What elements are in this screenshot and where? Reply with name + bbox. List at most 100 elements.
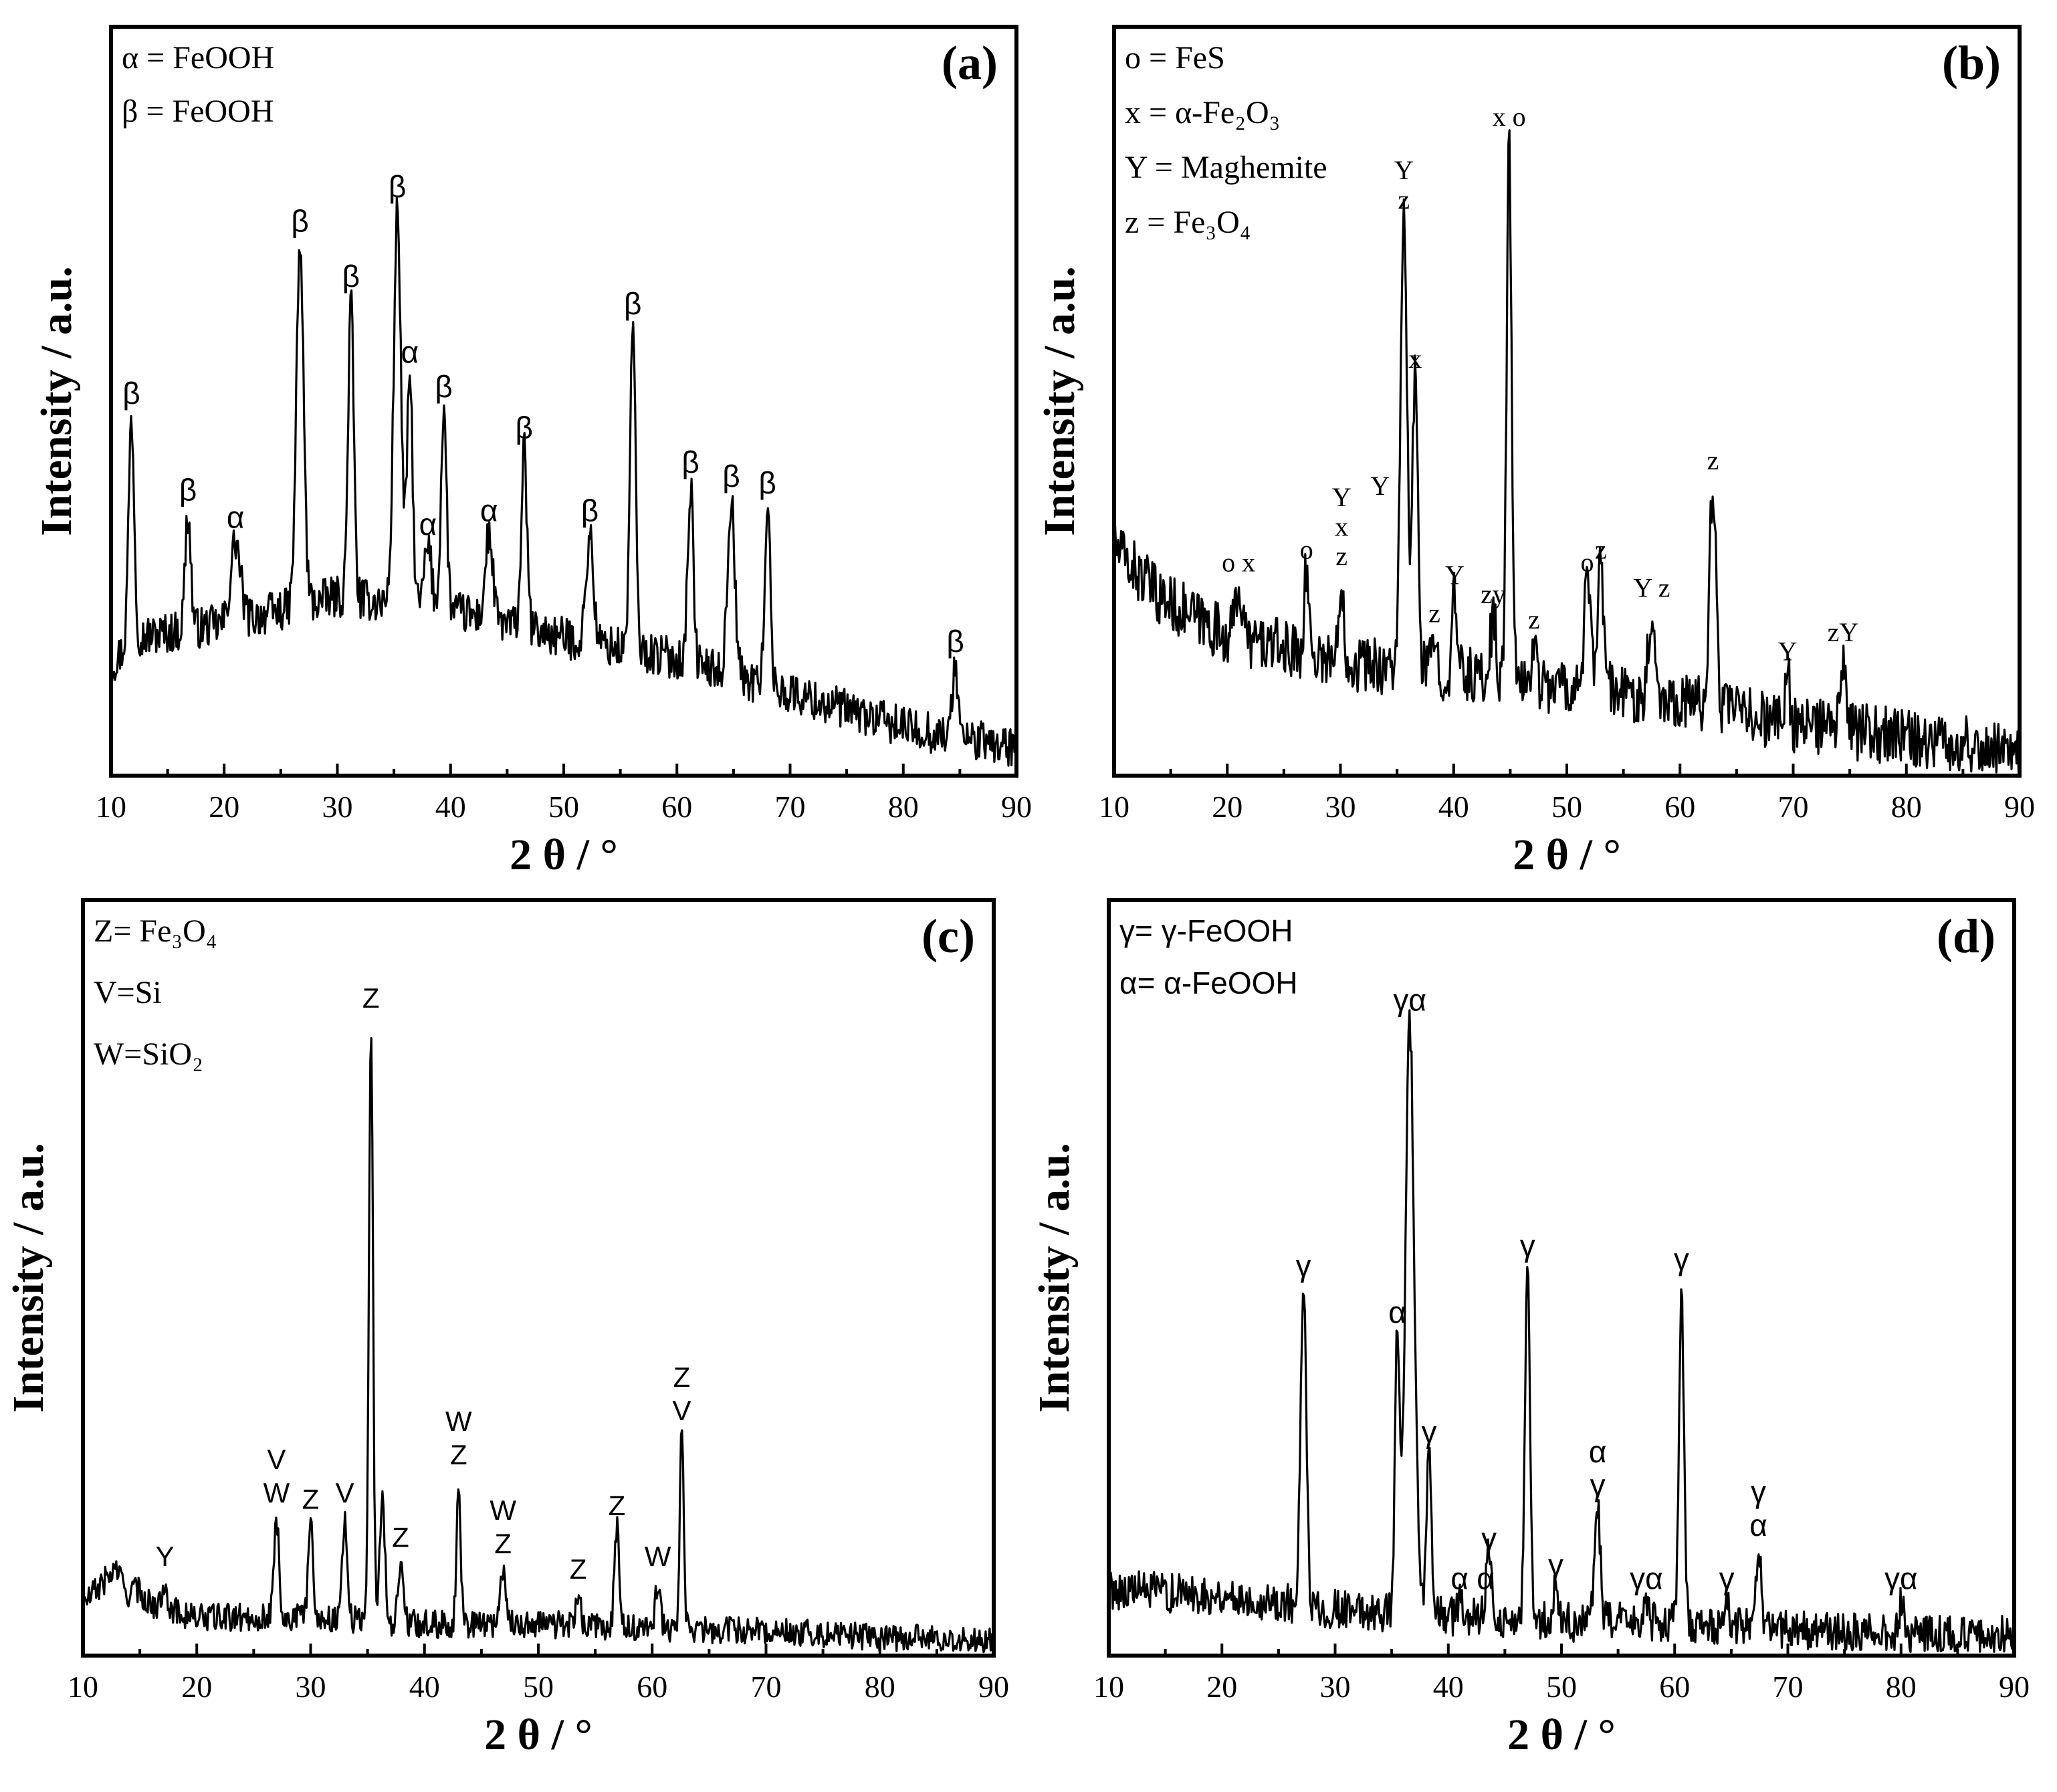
peak-label: zy (1481, 579, 1506, 609)
peak-label: Z (302, 1484, 320, 1515)
legend-entry: x = α-Fe₂O₃ (1125, 95, 1280, 130)
y-axis-label: Intensity / a.u. (1030, 1143, 1079, 1412)
legend-entry: α = FeOOH (122, 40, 274, 76)
peak-label: x (1335, 512, 1348, 542)
peak-label: Z (450, 1439, 467, 1470)
y-axis-label: Intensity / a.u. (1035, 266, 1084, 536)
x-tick-label: 80 (1886, 1670, 1917, 1704)
x-tick-label: 60 (1659, 1670, 1690, 1704)
peak-label: γ (1674, 1242, 1689, 1276)
peak-label: γ (1548, 1548, 1563, 1583)
peak-label: z (1398, 185, 1410, 215)
x-tick-label: 50 (548, 790, 579, 824)
x-tick-label: 50 (1546, 1670, 1577, 1704)
peak-label: Z (570, 1553, 587, 1585)
x-tick-label: 60 (1664, 790, 1695, 824)
x-tick-label: 30 (322, 790, 353, 824)
x-tick-label: 70 (751, 1670, 782, 1704)
peak-label: Z (392, 1522, 409, 1553)
legend-entry: Y = Maghemite (1125, 150, 1327, 185)
peak-label: z (1707, 445, 1719, 475)
x-tick-label: 30 (296, 1670, 326, 1704)
panel-letter: (a) (942, 36, 998, 90)
x-tick-label: 60 (637, 1670, 667, 1704)
peak-label: γα (1884, 1561, 1918, 1595)
peak-label: γ (1751, 1474, 1766, 1509)
peak-label: o (1580, 547, 1594, 577)
peak-label: β (389, 169, 406, 204)
peak-label: α (401, 334, 419, 369)
peak-label: V (336, 1477, 354, 1508)
x-tick-label: 40 (1438, 790, 1469, 824)
legend-entry: o = FeS (1125, 40, 1225, 76)
peak-label: α (1388, 1295, 1406, 1330)
x-tick-label: 50 (523, 1670, 554, 1704)
peak-label: x o (1493, 102, 1526, 132)
legend-entry: β = FeOOH (122, 94, 274, 129)
x-tick-label: 30 (1320, 1670, 1351, 1704)
peak-label: γα (1393, 982, 1426, 1017)
x-tick-label: 80 (888, 790, 919, 824)
peak-label: β (758, 465, 776, 500)
peak-label: β (624, 286, 641, 321)
x-tick-label: 70 (1773, 1670, 1804, 1704)
peak-label: α (1749, 1508, 1767, 1543)
x-tick-label: 90 (2004, 790, 2035, 824)
x-tick-label: 70 (775, 790, 806, 824)
panel-c: 10 20 30 40 50 60 70 80 90 2 θ / ° Intensity / a.u… (4, 898, 1009, 1759)
peak-label: Y (1332, 482, 1351, 512)
peak-label: β (681, 445, 699, 479)
legend-entry: α= α-FeOOH (1119, 966, 1298, 1000)
peak-label: Z (609, 1490, 626, 1521)
peak-label: γ (1719, 1561, 1735, 1595)
peak-label: α (419, 507, 437, 542)
x-tick-label: 70 (1778, 790, 1809, 824)
x-tick-label: 90 (978, 1670, 1009, 1704)
x-tick-label: 80 (865, 1670, 895, 1704)
peak-label: z (1335, 541, 1347, 571)
peak-label: γ (1590, 1468, 1606, 1502)
peak-label: β (342, 259, 360, 294)
panel-a: 10 20 30 40 50 60 70 80 90 2 θ / ° Intensity / a.u… (32, 25, 1032, 879)
peak-label: α (227, 500, 245, 535)
peak-label: γ (1421, 1415, 1436, 1450)
peak-label: z (1428, 598, 1440, 629)
peak-label: β (122, 376, 140, 411)
x-tick-label: 10 (96, 790, 126, 824)
x-tick-label: 10 (1099, 790, 1129, 824)
panel-b: 10 20 30 40 50 60 70 80 90 2 θ / ° Intensity / a.u… (1035, 25, 2035, 879)
legend-entry: z = Fe₃O₄ (1125, 205, 1251, 240)
panel-letter: (d) (1937, 909, 1995, 963)
x-tick-label: 20 (209, 790, 239, 824)
peak-label: β (516, 411, 533, 445)
peak-label: Z (673, 1361, 691, 1393)
peak-label: zY (1828, 617, 1859, 647)
xrd-trace-b (1113, 129, 2021, 774)
peak-label: Y (1445, 560, 1465, 590)
x-tick-label: 20 (181, 1670, 212, 1704)
peak-label: α (480, 493, 498, 528)
legend-entry: V=Si (94, 975, 162, 1010)
peak-label: V (673, 1395, 691, 1426)
peak-label: Y (1778, 637, 1798, 667)
x-tick-label: 50 (1551, 790, 1582, 824)
peak-label: γα (1630, 1561, 1663, 1595)
x-axis-label: 2 θ / ° (1507, 1710, 1616, 1759)
panel-letter: (c) (922, 909, 975, 963)
peak-label: Y (1370, 471, 1390, 501)
peak-label: β (722, 459, 740, 493)
x-tick-label: 40 (1433, 1670, 1464, 1704)
peak-label: x (1408, 344, 1422, 374)
x-tick-label: 30 (1325, 790, 1356, 824)
peak-label: W (263, 1477, 290, 1508)
y-axis-label: Intensity / a.u. (32, 266, 81, 536)
xrd-trace-d (1107, 1009, 2016, 1654)
peak-label: V (267, 1444, 286, 1475)
peak-label: β (291, 204, 308, 239)
xrd-trace-a (110, 197, 1018, 767)
peak-label: γ (1520, 1228, 1535, 1263)
peak-label: Y z (1633, 572, 1670, 602)
peak-label: W (445, 1406, 472, 1437)
